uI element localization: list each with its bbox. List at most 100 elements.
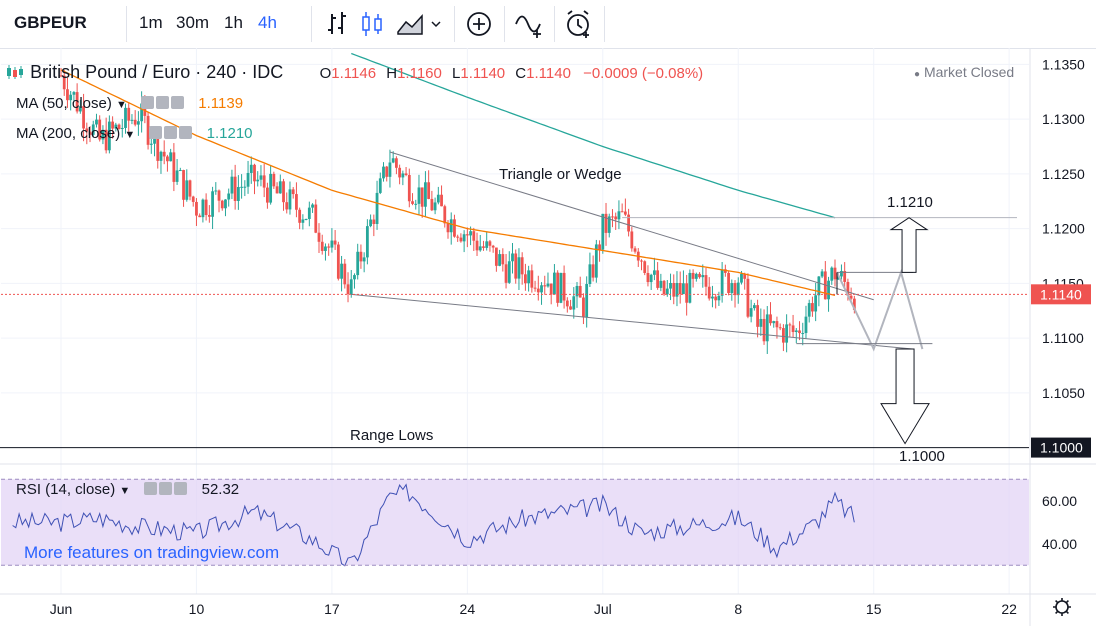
area-chart-icon[interactable] [394, 8, 426, 40]
candle-body [601, 213, 605, 250]
candle-body [395, 158, 398, 168]
price-tick-label: 1.1100 [1042, 330, 1084, 346]
interval-1m-button[interactable]: 1m [139, 13, 163, 32]
candle-body [195, 201, 198, 216]
candlestick-icon[interactable] [356, 8, 388, 40]
candle-body [388, 162, 392, 177]
watermark-link[interactable]: More features on tradingview.com [24, 543, 280, 562]
candle-body [775, 321, 779, 328]
range-low-label [1031, 437, 1091, 458]
chart-canvas[interactable]: 1.13501.13001.12501.12001.11501.11001.10… [0, 48, 1096, 626]
candle-body [204, 199, 208, 216]
candle-body [243, 186, 247, 188]
candle-body [91, 124, 95, 135]
candle-body [95, 119, 98, 125]
settings-gear-icon[interactable] [1053, 598, 1071, 616]
ma200-line [351, 52, 836, 219]
candle-body [156, 131, 160, 161]
eye-icon[interactable] [149, 126, 163, 139]
candle-body [282, 181, 285, 203]
rsi-axis[interactable]: 60.00 40.00 [1042, 493, 1077, 552]
rsi-band [1, 479, 1029, 566]
gear-icon[interactable] [156, 96, 170, 109]
candle-body [830, 267, 834, 281]
gear-icon[interactable] [164, 126, 178, 139]
candle-body [833, 267, 837, 280]
toolbar-divider [126, 6, 127, 42]
toolbar-divider [604, 6, 605, 42]
candle-body [494, 247, 498, 266]
rsi-legend[interactable]: RSI (14, close) ▼ 52.32 [16, 481, 239, 498]
price-axis[interactable]: 1.13501.13001.12501.12001.11501.11001.10… [1042, 56, 1085, 400]
ma200-label: MA (200, close) [16, 125, 121, 142]
add-compare-icon[interactable] [463, 8, 495, 40]
trendline-lower [351, 293, 913, 350]
candle-body [791, 325, 795, 333]
bar-chart-icon[interactable] [322, 8, 354, 40]
candle-body [736, 282, 740, 296]
chevron-down-icon[interactable]: ▼ [116, 99, 127, 111]
time-tick-label: 8 [734, 601, 742, 617]
candle-layer [59, 68, 856, 354]
candle-body [256, 179, 260, 182]
legend-title[interactable]: British Pound / Euro · 240 · IDC [30, 62, 284, 82]
candle-body [511, 253, 514, 262]
candle-body [691, 272, 695, 279]
candle-body [66, 89, 69, 101]
candle-body [614, 216, 618, 220]
ma200-value: 1.1210 [206, 125, 253, 142]
interval-30m-button[interactable]: 30m [176, 13, 210, 32]
eye-icon[interactable] [144, 482, 158, 495]
candle-body [749, 308, 753, 317]
candle-body [340, 263, 343, 279]
time-tick-label: 22 [1001, 601, 1017, 617]
interval-4h-button[interactable]: 4h [258, 13, 277, 32]
candle-body [678, 283, 682, 295]
candle-body [398, 167, 402, 178]
candle-body [843, 270, 847, 282]
close-icon[interactable] [171, 96, 185, 109]
ma50-legend[interactable]: MA (50, close) ▼ 1.1139 [16, 95, 243, 112]
dropdown-icon[interactable] [428, 8, 444, 40]
chevron-down-icon[interactable]: ▼ [119, 485, 131, 497]
chevron-down-icon[interactable]: ▼ [124, 129, 136, 141]
candle-body [214, 190, 218, 192]
candle-body [427, 182, 431, 199]
candle-body [517, 257, 521, 279]
candle-body [307, 207, 311, 219]
candle-body [672, 283, 676, 297]
candle-body [675, 283, 679, 297]
close-icon[interactable] [179, 126, 193, 139]
interval-1h-button[interactable]: 1h [224, 13, 243, 32]
toolbar-divider [454, 6, 455, 42]
candle-body [733, 283, 737, 296]
candle-body [630, 231, 634, 249]
candle-body [662, 280, 666, 295]
ma200-legend[interactable]: MA (200, close) ▼ 1.1210 [16, 125, 253, 142]
candle-body [707, 286, 711, 299]
candle-body [182, 170, 185, 200]
candle-body [617, 211, 621, 220]
candle-body [465, 234, 469, 236]
candle-body [852, 298, 856, 310]
candle-body [333, 240, 337, 245]
candle-body [330, 240, 334, 248]
candle-body [817, 276, 821, 296]
candle-body [78, 106, 82, 112]
candle-body [262, 175, 266, 188]
close-icon[interactable] [174, 482, 188, 495]
symbol-search-button[interactable]: GBPEUR [14, 13, 87, 32]
eye-icon[interactable] [141, 96, 155, 109]
time-axis[interactable]: Jun 10 17 24 Jul 8 15 22 [50, 601, 1017, 617]
candle-body [107, 121, 111, 151]
gear-icon[interactable] [159, 482, 173, 495]
alert-icon[interactable] [562, 8, 594, 40]
candle-body [372, 219, 376, 224]
projection-zigzag [836, 269, 924, 352]
candle-body [456, 236, 460, 238]
candle-body [356, 251, 360, 276]
candle-body [166, 156, 169, 162]
indicators-icon[interactable] [513, 8, 545, 40]
candle-body [353, 275, 356, 280]
candle-body [720, 269, 724, 296]
